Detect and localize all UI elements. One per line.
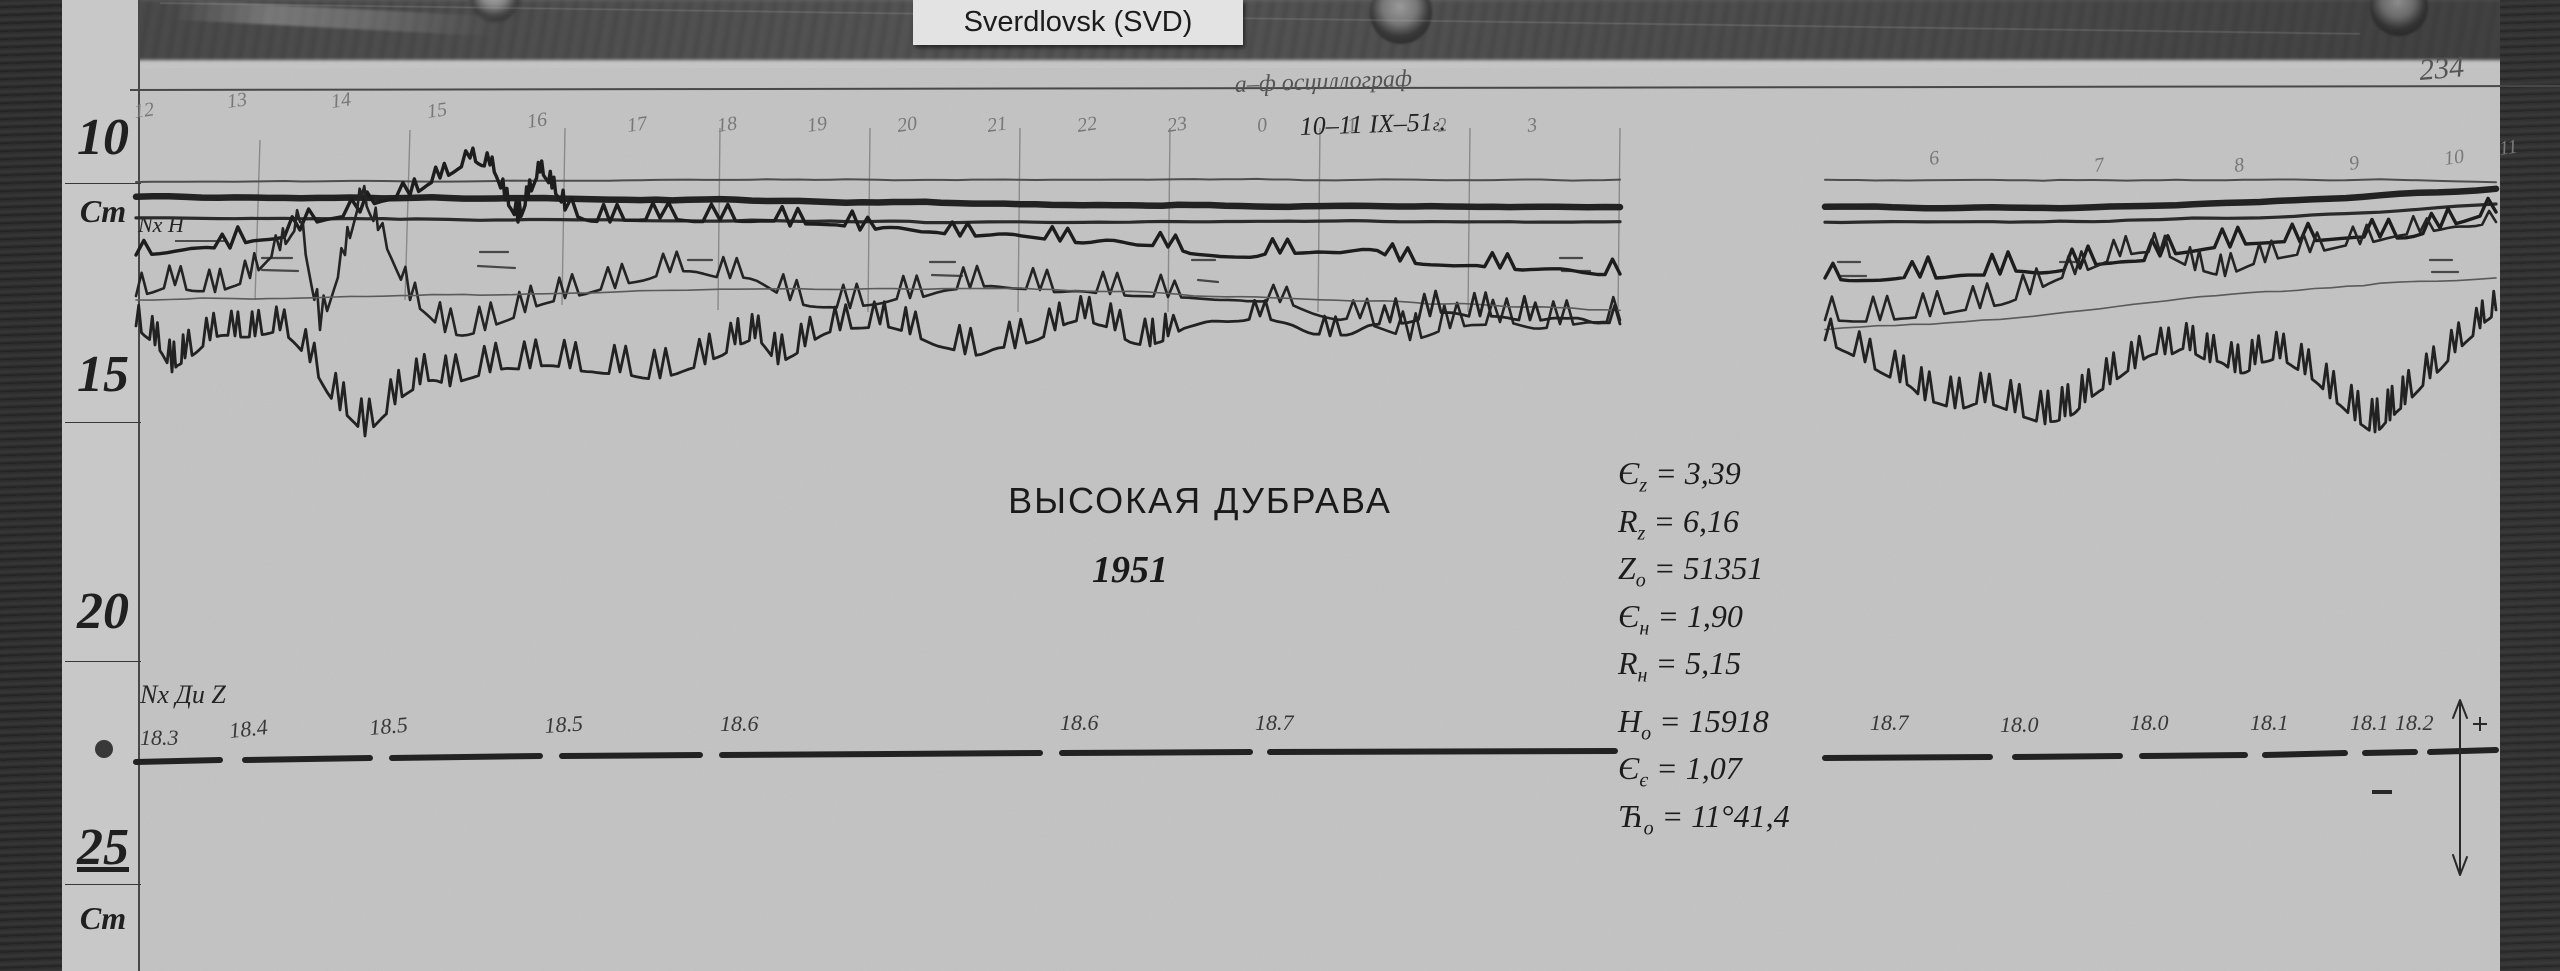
svg-text:18: 18 xyxy=(716,112,739,137)
svg-text:16: 16 xyxy=(526,108,549,133)
svg-text:11: 11 xyxy=(2498,136,2519,160)
svg-text:18.1: 18.1 xyxy=(2350,710,2389,735)
svg-text:14: 14 xyxy=(330,88,353,113)
svg-text:7: 7 xyxy=(2093,154,2107,177)
svg-text:18.3: 18.3 xyxy=(140,725,179,750)
svg-text:3: 3 xyxy=(1525,114,1539,137)
svg-text:12: 12 xyxy=(133,98,156,123)
svg-text:18.6: 18.6 xyxy=(1060,710,1099,735)
svg-text:18.2: 18.2 xyxy=(2395,710,2434,735)
svg-text:18.7: 18.7 xyxy=(1255,710,1295,735)
svg-text:10–11 IX–51г.: 10–11 IX–51г. xyxy=(1299,107,1446,141)
svg-text:0: 0 xyxy=(1256,114,1269,137)
svg-text:18.6: 18.6 xyxy=(720,711,759,736)
svg-text:18.0: 18.0 xyxy=(2130,710,2169,735)
svg-text:17: 17 xyxy=(626,112,650,137)
svg-text:18.4: 18.4 xyxy=(228,714,269,743)
svg-text:Nx Ди Z: Nx Ди Z xyxy=(139,680,226,709)
svg-text:10: 10 xyxy=(2443,145,2466,170)
svg-text:20: 20 xyxy=(896,112,919,137)
svg-text:8: 8 xyxy=(2233,154,2246,177)
svg-text:15: 15 xyxy=(426,98,449,123)
svg-text:9: 9 xyxy=(2348,152,2361,175)
svg-text:13: 13 xyxy=(226,88,249,113)
svg-text:Nx H: Nx H xyxy=(137,212,185,237)
svg-text:18.5: 18.5 xyxy=(368,712,409,740)
svg-text:18.5: 18.5 xyxy=(544,710,584,738)
svg-text:а–ф осциллограф: а–ф осциллограф xyxy=(1234,66,1412,98)
svg-text:23: 23 xyxy=(1166,112,1189,137)
svg-text:19: 19 xyxy=(806,112,829,137)
svg-text:18.0: 18.0 xyxy=(2000,712,2039,737)
svg-text:18.1: 18.1 xyxy=(2250,710,2289,735)
svg-text:21: 21 xyxy=(986,112,1009,137)
svg-text:22: 22 xyxy=(1076,112,1099,137)
svg-text:6: 6 xyxy=(1928,147,1941,170)
svg-text:234: 234 xyxy=(2418,50,2466,87)
svg-text:18.7: 18.7 xyxy=(1870,710,1910,735)
